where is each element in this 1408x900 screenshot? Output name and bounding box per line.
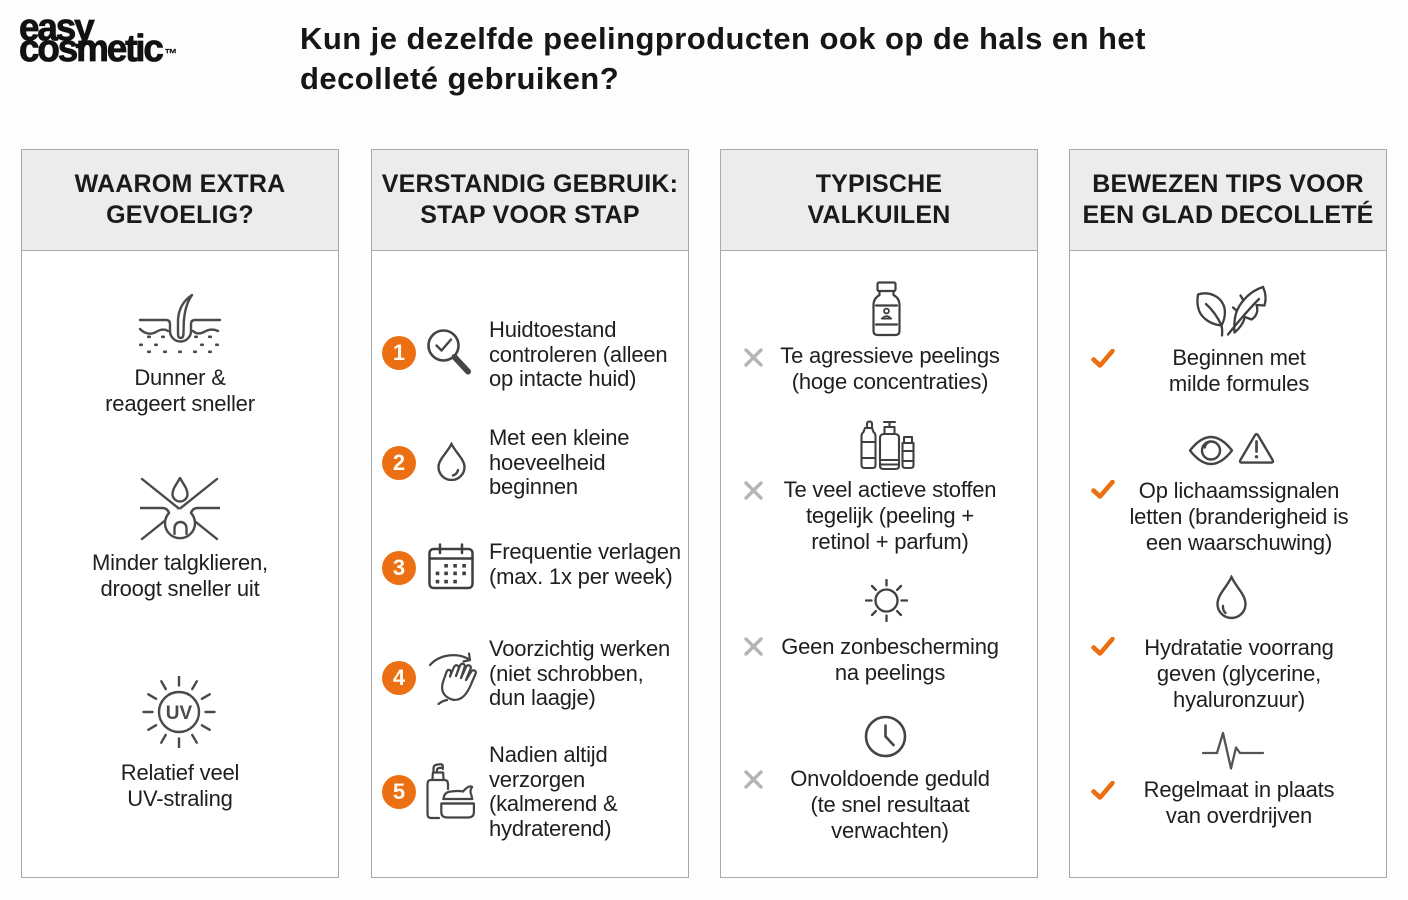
svg-text:UV: UV <box>166 703 193 724</box>
